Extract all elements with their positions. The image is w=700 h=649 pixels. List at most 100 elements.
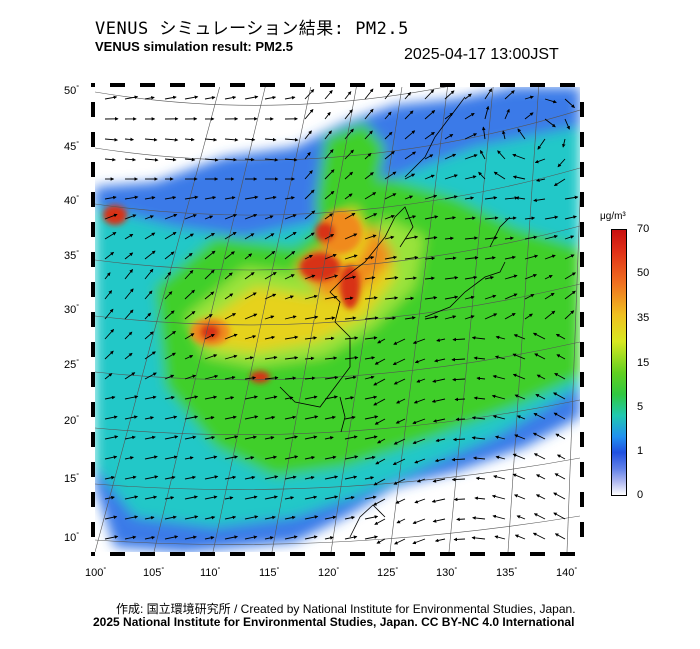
- wind-arrow: [564, 215, 577, 220]
- wind-arrow: [184, 456, 194, 460]
- wind-arrow: [224, 415, 237, 420]
- wind-arrow: [564, 290, 576, 300]
- wind-arrow: [324, 455, 337, 460]
- wind-arrow: [480, 149, 486, 160]
- wind-arrow: [384, 111, 392, 120]
- wind-arrow: [364, 296, 378, 300]
- wind-arrow: [404, 276, 417, 280]
- wind-arrow: [164, 310, 175, 320]
- wind-arrow: [393, 378, 406, 385]
- wind-arrow: [184, 252, 193, 260]
- wind-arrow: [224, 475, 237, 480]
- wind-arrow: [516, 515, 526, 520]
- wind-arrow: [404, 173, 416, 180]
- wind-arrow: [144, 215, 154, 220]
- wind-arrow: [344, 316, 357, 320]
- wind-arrow: [284, 231, 297, 240]
- wind-arrow: [244, 475, 256, 480]
- wind-arrow: [533, 412, 546, 420]
- wind-arrow: [396, 398, 406, 404]
- wind-arrow: [514, 434, 526, 440]
- colorbar-label-0: 0: [637, 489, 644, 501]
- wind-arrow: [404, 255, 419, 260]
- wind-arrow: [424, 194, 438, 200]
- wind-arrow: [392, 358, 406, 366]
- wind-arrow: [554, 533, 566, 540]
- wind-arrow: [184, 137, 195, 142]
- wind-arrow: [414, 358, 426, 364]
- wind-arrow: [224, 313, 237, 320]
- wind-arrow: [495, 455, 506, 460]
- wind-arrow: [404, 195, 414, 200]
- wind-arrow: [304, 535, 318, 540]
- wind-arrow: [533, 198, 546, 203]
- wind-arrow: [364, 255, 375, 260]
- wind-arrow: [144, 372, 157, 380]
- wind-arrow: [491, 494, 506, 500]
- wind-arrow: [435, 438, 446, 443]
- wind-arrow: [432, 478, 446, 483]
- lon-label-140: 140°: [556, 567, 578, 579]
- wind-arrow: [324, 536, 334, 540]
- wind-arrow: [364, 316, 379, 320]
- credit-line: 作成: 国立環境研究所 / Created by National Instit…: [116, 602, 576, 616]
- lon-label-115: 115°: [259, 567, 280, 579]
- wind-arrow: [394, 538, 406, 545]
- wind-arrow: [284, 274, 295, 280]
- wind-arrow: [494, 535, 506, 540]
- wind-arrow: [344, 515, 355, 520]
- wind-arrow: [473, 356, 486, 360]
- wind-arrow: [464, 236, 478, 240]
- wind-arrow: [104, 290, 113, 300]
- wind-arrow: [412, 438, 426, 445]
- wind-arrow: [444, 236, 454, 241]
- wind-arrow: [384, 89, 393, 100]
- wind-arrow: [124, 195, 139, 200]
- wind-arrow: [204, 158, 219, 162]
- wind-arrow: [324, 169, 335, 180]
- colorbar-label-5: 5: [637, 401, 644, 413]
- forecast-timestamp: 2025-04-17 13:00JST: [404, 46, 559, 63]
- wind-arrow: [204, 195, 217, 200]
- wind-arrow: [564, 272, 576, 280]
- wind-arrow: [324, 274, 339, 280]
- wind-arrow: [377, 438, 386, 444]
- wind-arrow: [264, 415, 276, 420]
- wind-arrow: [124, 495, 139, 500]
- wind-arrow: [244, 233, 255, 240]
- wind-arrow: [344, 128, 354, 140]
- wind-arrow: [392, 458, 406, 466]
- wind-arrow: [184, 214, 197, 220]
- wind-arrow: [364, 192, 377, 200]
- wind-arrow: [264, 536, 274, 540]
- wind-arrow: [204, 455, 218, 460]
- wind-arrow: [264, 475, 279, 480]
- wind-arrow: [424, 110, 436, 120]
- wind-arrow: [164, 475, 176, 480]
- wind-arrow: [224, 213, 238, 220]
- wind-arrow: [264, 436, 275, 440]
- wind-arrow: [144, 416, 154, 420]
- wind-arrow: [553, 392, 566, 400]
- wind-arrow: [453, 537, 466, 542]
- wind-arrow: [484, 313, 498, 320]
- wind-arrow: [453, 497, 466, 502]
- wind-arrow: [373, 478, 386, 486]
- wind-arrow: [284, 214, 297, 220]
- wind-arrow: [412, 538, 426, 545]
- wind-arrow: [284, 496, 295, 500]
- wind-arrow: [144, 196, 156, 200]
- wind-arrow: [244, 456, 255, 460]
- wind-arrow: [504, 293, 518, 300]
- wind-arrow: [324, 253, 337, 260]
- wind-arrow: [444, 216, 456, 220]
- wind-arrow: [244, 515, 259, 520]
- wind-arrow: [424, 256, 436, 261]
- lon-label-100: 100°: [85, 567, 107, 579]
- wind-arrow: [452, 437, 466, 442]
- wind-arrow: [492, 514, 506, 520]
- wind-arrow: [524, 254, 539, 260]
- wind-arrow: [324, 149, 334, 160]
- wind-arrow: [544, 254, 556, 260]
- wind-arrow: [204, 374, 219, 380]
